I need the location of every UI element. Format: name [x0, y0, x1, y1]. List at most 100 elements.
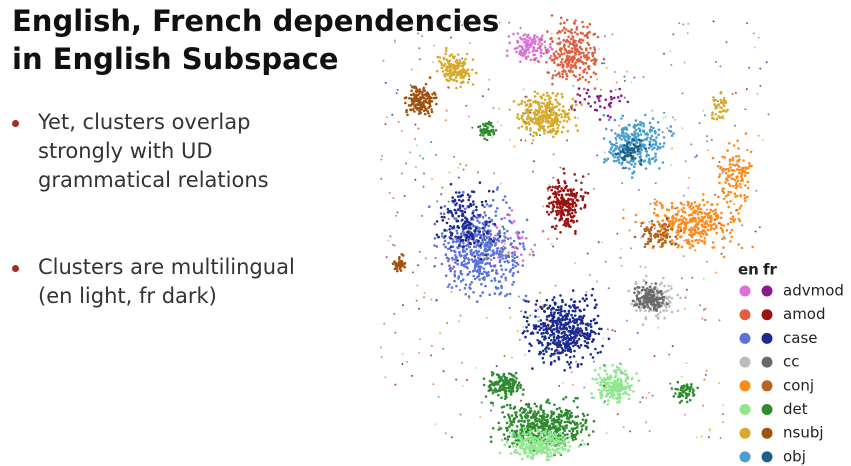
- point: [654, 130, 657, 133]
- point: [692, 206, 695, 209]
- point: [557, 339, 560, 343]
- point: [573, 314, 577, 317]
- point: [540, 101, 543, 105]
- point: [569, 69, 572, 72]
- point: [442, 56, 446, 60]
- point: [406, 113, 409, 117]
- point: [482, 235, 486, 238]
- point: [499, 252, 503, 256]
- point: [596, 351, 600, 355]
- point: [562, 21, 566, 25]
- point: [517, 231, 521, 234]
- point: [461, 199, 465, 202]
- point: [557, 417, 561, 421]
- point: [662, 298, 665, 302]
- point: [545, 298, 549, 302]
- point: [582, 308, 586, 312]
- point: [566, 360, 569, 364]
- point: [539, 305, 542, 309]
- point: [604, 386, 608, 390]
- point: [522, 432, 525, 435]
- point: [475, 71, 478, 75]
- point: [527, 99, 530, 102]
- point: [504, 386, 508, 390]
- point: [658, 223, 661, 226]
- point: [633, 162, 637, 166]
- point: [681, 219, 684, 223]
- point: [578, 329, 581, 333]
- point: [623, 155, 627, 158]
- point: [521, 457, 524, 461]
- point: [462, 256, 466, 260]
- point: [748, 162, 751, 165]
- point: [654, 152, 657, 155]
- point: [709, 208, 712, 212]
- point: [687, 22, 690, 25]
- point: [550, 348, 554, 351]
- point: [517, 117, 521, 121]
- point: [461, 69, 464, 73]
- point: [462, 259, 466, 263]
- bullet-line: grammatical relations: [38, 168, 269, 192]
- point: [639, 133, 643, 136]
- point: [524, 451, 528, 454]
- point: [572, 74, 576, 77]
- point: [422, 99, 426, 103]
- point: [435, 102, 438, 106]
- point: [550, 454, 553, 458]
- point: [410, 108, 413, 112]
- point: [438, 56, 442, 59]
- point: [644, 309, 647, 313]
- point: [515, 377, 518, 380]
- point: [422, 109, 426, 112]
- point: [510, 429, 514, 433]
- point: [732, 220, 736, 223]
- point: [746, 22, 748, 25]
- point: [579, 41, 583, 45]
- point: [611, 143, 614, 146]
- point: [668, 301, 672, 304]
- point: [525, 57, 528, 61]
- point: [523, 330, 526, 333]
- point: [587, 324, 590, 327]
- point: [706, 228, 710, 232]
- point: [598, 99, 601, 102]
- point: [550, 201, 553, 204]
- point: [532, 46, 535, 50]
- point: [538, 340, 542, 343]
- point: [502, 273, 505, 276]
- point: [488, 235, 491, 239]
- point: [527, 349, 531, 353]
- point: [634, 119, 638, 122]
- point: [519, 413, 522, 417]
- point: [426, 110, 430, 113]
- point: [572, 324, 575, 328]
- point: [567, 193, 570, 196]
- point: [737, 212, 740, 215]
- point: [567, 342, 571, 346]
- point: [472, 274, 476, 278]
- point: [664, 115, 667, 118]
- point: [557, 434, 560, 438]
- point: [576, 406, 579, 409]
- point: [565, 200, 569, 203]
- point: [572, 344, 575, 348]
- point: [559, 50, 563, 53]
- point: [663, 304, 667, 307]
- point: [514, 444, 518, 448]
- point: [565, 424, 569, 427]
- point: [443, 228, 446, 232]
- point: [592, 58, 595, 62]
- point: [454, 261, 457, 264]
- point: [577, 87, 581, 90]
- point: [562, 119, 566, 122]
- point: [479, 236, 482, 239]
- point: [544, 44, 547, 47]
- point: [536, 339, 539, 342]
- point: [509, 391, 513, 394]
- point: [430, 354, 433, 357]
- point: [722, 169, 725, 173]
- point: [545, 458, 548, 461]
- point: [654, 143, 657, 146]
- point: [536, 92, 539, 95]
